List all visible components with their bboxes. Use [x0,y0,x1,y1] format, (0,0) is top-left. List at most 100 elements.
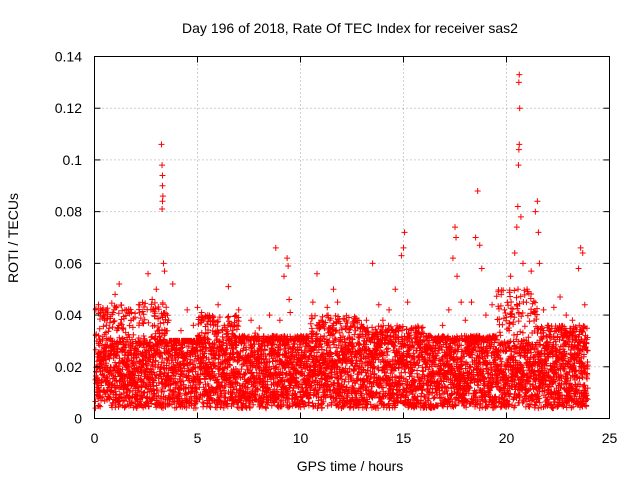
x-tick-label: 0 [91,430,99,446]
roti-point [445,306,452,313]
roti-point [369,260,376,267]
roti-point [544,322,551,329]
roti-point [248,317,255,324]
roti-point [149,296,156,303]
roti-point [145,270,152,277]
roti-point [231,332,238,339]
roti-point [159,198,166,205]
roti-point [286,296,293,303]
roti-point [401,229,408,236]
roti-point [482,312,489,319]
data-markers [92,71,591,412]
roti-point [338,325,345,331]
roti-point [458,299,465,306]
roti-point [495,288,502,295]
roti-point [421,345,428,352]
roti-point [515,146,522,153]
roti-point [519,260,526,267]
roti-point [511,250,518,257]
roti-point [501,306,508,313]
roti-point [515,79,522,86]
roti-point [516,71,523,78]
y-tick-label: 0.08 [55,204,82,220]
roti-point [452,224,458,231]
roti-point [241,335,248,342]
roti-point [95,332,102,339]
roti-point [408,325,415,331]
roti-point [210,317,217,324]
roti-point [344,335,351,342]
roti-point [579,250,586,257]
roti-point [330,286,337,293]
roti-point [284,255,291,262]
x-tick-label: 15 [396,430,412,446]
roti-point [516,105,523,112]
roti-point [260,350,267,357]
y-tick-label: 0 [74,411,82,427]
x-tick-label: 20 [499,430,515,446]
roti-point [577,244,584,251]
y-tick-label: 0.04 [55,307,82,323]
y-axis-label: ROTI / TECUs [5,193,21,283]
roti-point [161,268,168,275]
roti-point [517,213,524,220]
roti-point [532,208,539,215]
roti-point [414,337,421,344]
roti-point [334,299,341,306]
y-axis-tick-labels: 0 0.02 0.04 0.06 0.08 0.1 0.12 0.14 [55,49,82,427]
axis-ticks [94,56,610,419]
roti-point [375,301,382,308]
roti-point [515,162,522,169]
roti-point [235,306,242,313]
roti-point [528,268,535,275]
roti-point [120,325,127,331]
roti-point [116,281,123,288]
roti-point [124,358,131,365]
roti-point [536,260,543,267]
roti-point [159,193,166,200]
roti-point [524,286,531,293]
roti-point [363,317,370,324]
roti-point [474,187,481,194]
roti-point [97,350,104,357]
roti-point [132,368,139,375]
roti-point [476,242,483,249]
roti-point [303,343,310,350]
roti-point [110,343,117,350]
roti-point [158,141,165,148]
roti-point [190,322,197,329]
roti-point [550,304,557,311]
roti-point [159,172,166,179]
roti-point [427,332,434,339]
chart-title: Day 196 of 2018, Rate Of TEC Index for r… [182,20,518,36]
roti-point [159,182,166,189]
roti-point [581,301,588,308]
roti-point [256,325,263,331]
roti-point [252,330,259,337]
roti-point [535,229,542,236]
roti-point [583,363,590,370]
roti-point [105,384,112,391]
roti-marker-cloud [92,286,591,412]
roti-point [454,273,461,280]
roti-point [194,304,201,311]
roti-point [178,327,185,334]
roti-point [184,306,191,313]
roti-point [281,273,288,280]
roti-point [400,244,407,251]
roti-point [285,262,292,269]
roti-point [449,255,456,262]
x-tick-label: 25 [602,430,618,446]
roti-point [575,265,582,272]
roti-point [204,312,211,319]
y-tick-label: 0.1 [63,152,83,168]
roti-point [557,293,564,300]
roti-point [128,309,135,316]
roti-point [153,286,160,293]
roti-point [165,317,172,324]
y-tick-label: 0.12 [55,100,82,116]
roti-point [472,234,479,241]
roti-point [159,162,166,169]
roti-point [386,306,393,313]
